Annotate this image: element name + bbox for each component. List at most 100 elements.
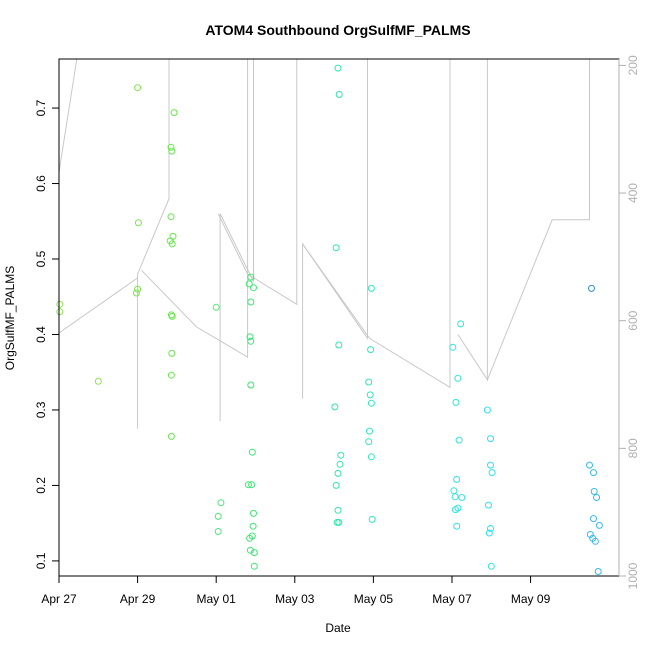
points-layer [56,64,603,575]
chart-title: ATOM4 Southbound OrgSulfMF_PALMS [205,22,470,38]
x-tick-label: May 03 [275,592,315,606]
data-point [591,537,599,545]
data-point [56,308,64,316]
data-point [332,481,340,489]
data-point [488,469,496,477]
right-tick-label: 600 [626,310,640,330]
data-point [590,469,597,477]
data-point [169,232,177,240]
data-point [167,213,175,221]
data-point [246,534,254,542]
data-point [334,64,342,72]
data-point [334,506,342,514]
data-point [453,475,461,483]
data-point [453,522,461,530]
data-point [214,512,222,520]
data-point [134,84,142,92]
data-point [487,525,494,532]
data-point [331,403,339,411]
data-point [335,91,343,98]
x-tick-label: May 01 [197,592,237,606]
data-point [94,377,102,385]
data-point [485,529,493,537]
data-point [593,494,601,501]
data-point [335,518,343,526]
data-point [134,219,142,227]
data-point [332,244,340,252]
altitude-trace-segment [219,59,254,422]
y-tick-label: 0.4 [34,326,48,343]
data-point [170,109,178,117]
data-point [248,481,256,489]
data-point [454,374,462,382]
data-point [452,398,460,406]
data-point [367,453,375,461]
data-point [595,521,603,529]
data-point [458,494,466,501]
y-axis-label: OrgSulfMF_PALMS [3,266,17,370]
altitude-trace-segment [137,59,170,429]
data-point [247,273,255,281]
data-point [588,284,595,292]
data-point [168,312,176,320]
data-point [586,461,593,469]
altitude-trace-segment [59,59,78,335]
data-point [367,399,375,407]
data-point [168,147,176,155]
data-point [334,469,342,477]
data-point [214,528,222,535]
data-point [367,346,375,354]
data-point [250,562,258,570]
right-tick-label: 800 [626,438,640,458]
data-point [487,562,495,570]
altitude-trace-layer [59,59,590,429]
data-point [246,546,254,554]
x-tick-label: May 09 [511,592,551,606]
data-point [247,298,255,306]
data-point [167,143,175,151]
axes-layer: Apr 27 Apr 29 May 01 May 03 May 05 May 07 May … [34,55,640,606]
data-point [167,371,175,379]
data-point [250,549,258,557]
y-tick-label: 0.1 [34,552,48,569]
x-tick-label: Apr 29 [120,592,156,606]
x-axis-label: Date [325,621,351,635]
right-tick-label: 200 [626,55,640,75]
data-point [249,522,257,530]
y-tick-label: 0.5 [34,250,48,267]
data-point [56,300,64,308]
data-point [594,568,602,575]
data-point [168,240,176,248]
data-point [483,406,491,414]
data-point [167,432,175,440]
data-point [250,509,257,517]
data-point [452,506,459,514]
data-point [450,487,458,495]
y-tick-label: 0.7 [34,99,48,116]
data-point [485,501,492,509]
data-point [337,451,345,459]
altitude-trace-segment [217,59,298,306]
data-point [487,435,494,443]
data-point [335,341,343,349]
data-point [487,461,494,469]
altitude-trace-segment [141,59,249,358]
data-point [457,320,465,328]
data-point [586,531,594,538]
plot-frame [58,58,620,577]
x-tick-label: May 05 [354,592,394,606]
data-point [367,284,375,292]
data-point [247,337,255,345]
y-tick-label: 0.3 [34,401,48,418]
altitude-trace-segment [59,277,138,334]
data-point [248,448,256,456]
data-point [590,488,598,495]
data-point [366,427,373,435]
data-point [245,280,253,288]
data-point [336,460,344,468]
data-point [365,438,373,446]
data-point [217,499,225,507]
altitude-trace-segment [457,59,488,382]
data-point [244,481,252,489]
